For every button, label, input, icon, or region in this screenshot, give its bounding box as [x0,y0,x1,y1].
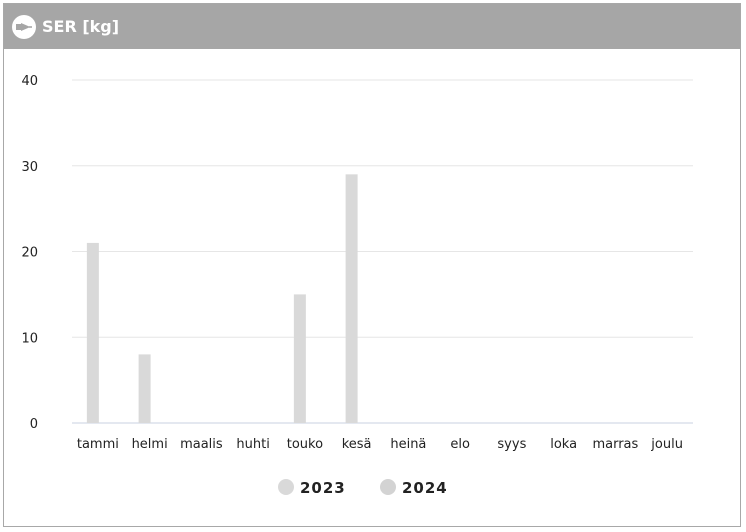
y-tick-label: 30 [21,160,38,175]
widget-header: SER [kg] [4,4,740,49]
bar [138,354,151,423]
legend-label[interactable]: 2024 [402,479,448,497]
x-tick-label: maalis [180,437,223,452]
x-tick-label: loka [550,437,577,452]
x-tick-label: elo [450,437,470,452]
y-tick-label: 20 [21,246,38,261]
bar [293,294,306,423]
x-tick-label: tammi [77,437,119,452]
widget-title: SER [kg] [42,17,120,36]
x-tick-label: heinä [390,437,426,452]
bar [86,242,99,423]
x-tick-label: helmi [132,437,168,452]
x-tick-label: joulu [650,437,683,452]
x-tick-label: kesä [342,437,372,452]
x-tick-label: huhti [236,437,269,452]
bar-chart: 0 10 20 30 40 tammi helmi maalis huhti touko kesä h… [21,74,693,497]
y-tick-label: 40 [21,74,38,89]
y-tick-label: 10 [21,331,38,346]
plug-icon [12,14,36,39]
x-tick-label: touko [287,437,323,452]
y-tick-label: 0 [30,417,38,432]
x-tick-label: marras [592,437,638,452]
x-tick-label: syys [497,437,526,452]
legend-marker[interactable] [278,479,294,495]
legend-label[interactable]: 2023 [300,479,346,497]
bar [345,174,358,423]
legend-marker[interactable] [380,479,396,495]
chart-widget: SER [kg] 0 10 20 30 40 tammi helmi maalis huhti t… [3,3,741,527]
